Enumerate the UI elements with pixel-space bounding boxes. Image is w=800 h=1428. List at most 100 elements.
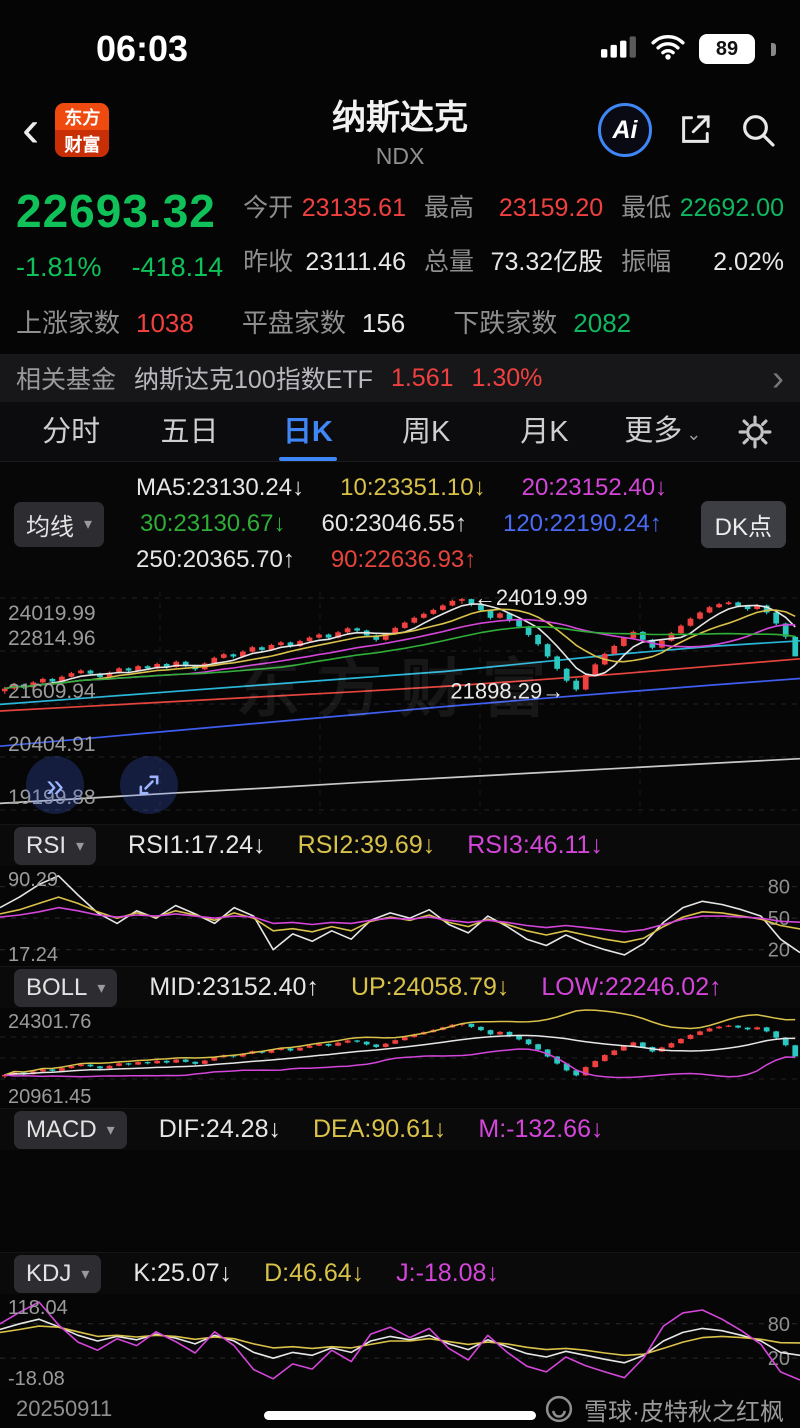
chart-footer: 20250911 雪球·皮特秋之红枫 xyxy=(0,1390,800,1426)
fund-bar-label: 相关基金 xyxy=(16,366,117,394)
rsi-panel-header: RSI ▾ RSI1:17.24↓ RSI2:39.69↓ RSI3:46.11↓ xyxy=(0,824,800,866)
caret-down-icon: ▾ xyxy=(84,516,93,533)
chart-settings-button[interactable] xyxy=(722,402,788,461)
ai-assistant-button[interactable]: Ai xyxy=(598,103,652,157)
cellular-signal-icon xyxy=(601,34,637,65)
svg-text:22814.96: 22814.96 xyxy=(8,627,96,650)
change-absolute: -418.14 xyxy=(131,252,224,282)
kdj-panel-header: KDJ ▾ K:25.07↓ D:46.64↓ J:-18.08↓ xyxy=(0,1252,800,1294)
svg-text:-18.08: -18.08 xyxy=(8,1368,65,1390)
header-actions: Ai xyxy=(598,103,778,157)
zoom-expand-button[interactable] xyxy=(120,756,178,814)
stat-prev-close: 昨收 23111.46 xyxy=(243,248,406,276)
tab-weekly-k[interactable]: 周K xyxy=(367,402,485,461)
page-title-block: 纳斯达克 NDX xyxy=(332,90,468,170)
tab-5day[interactable]: 五日 xyxy=(130,402,248,461)
boll-mid-value: MID:23152.40↑ xyxy=(149,973,319,1001)
stat-amplitude: 振幅 2.02% xyxy=(621,248,784,276)
boll-indicator-dropdown[interactable]: BOLL ▾ xyxy=(14,968,118,1007)
logo-text-top: 东方 xyxy=(55,103,110,130)
search-icon xyxy=(743,115,775,147)
dk-point-button[interactable]: DK点 xyxy=(700,500,786,548)
eastmoney-logo[interactable]: 东方 财富 xyxy=(55,103,110,157)
macd-indicator-dropdown[interactable]: MACD ▾ xyxy=(14,1110,127,1149)
share-button[interactable] xyxy=(674,109,716,151)
ma10-value: 10:23351.10↓ xyxy=(340,474,486,501)
battery-indicator: 89 xyxy=(699,34,755,64)
tab-timeline[interactable]: 分时 xyxy=(12,402,130,461)
stat-high: 最高 23159.20 xyxy=(423,194,604,222)
svg-text:80: 80 xyxy=(768,877,790,899)
status-bar: 06:03 89 xyxy=(0,0,800,84)
chevron-right-icon[interactable]: › xyxy=(772,356,784,398)
related-fund-bar[interactable]: 相关基金 纳斯达克100指数ETF 1.561 1.30% › xyxy=(0,354,800,402)
market-breadth: 上涨家数 1038 平盘家数 156 下跌家数 2082 xyxy=(16,303,784,340)
svg-text:118.04: 118.04 xyxy=(8,1297,68,1319)
logo-text-bottom: 财富 xyxy=(55,130,110,157)
home-indicator[interactable] xyxy=(264,1411,536,1420)
last-price: 22693.32 xyxy=(16,185,216,237)
kdj-chart[interactable]: 80 20 118.04 -18.08 xyxy=(0,1294,800,1390)
svg-text:24301.76: 24301.76 xyxy=(8,1011,91,1033)
battery-nub xyxy=(771,42,776,56)
svg-text:80: 80 xyxy=(768,1314,790,1336)
change-percent: -1.81% xyxy=(16,252,102,282)
price-change: -1.81% -418.14 xyxy=(16,252,223,283)
macd-canvas[interactable] xyxy=(0,1150,800,1252)
rsi-chart[interactable]: 80 50 20 90.29 17.24 xyxy=(0,866,800,966)
svg-text:20: 20 xyxy=(768,940,790,962)
search-button[interactable] xyxy=(738,110,778,150)
svg-text:20404.91: 20404.91 xyxy=(8,733,96,756)
axis-start-date: 20250911 xyxy=(16,1396,113,1421)
rsi-canvas[interactable]: 80 50 20 90.29 17.24 xyxy=(0,866,800,966)
ticker-symbol: NDX xyxy=(375,143,425,169)
ma250-value: 250:20365.70↑ xyxy=(136,546,295,573)
diagonal-arrows-icon xyxy=(139,775,159,795)
stat-low: 最低 22692.00 xyxy=(621,194,784,222)
svg-text:17.24: 17.24 xyxy=(8,944,58,966)
macd-chart[interactable] xyxy=(0,1150,800,1252)
ma-row-3: 250:20365.70↑ 90:22636.93↑ xyxy=(14,542,786,578)
boll-canvas[interactable]: 24301.76 20961.45 xyxy=(0,1008,800,1108)
tab-monthly-k[interactable]: 月K xyxy=(485,402,603,461)
back-button[interactable]: ‹ xyxy=(22,100,40,159)
ma20-value: 20:23152.40↓ xyxy=(521,474,668,501)
price-block: 22693.32 -1.81% -418.14 xyxy=(16,184,223,283)
decliners: 下跌家数 2082 xyxy=(453,308,632,338)
ma30-value: 30:23130.67↓ xyxy=(140,510,286,537)
svg-text:20961.45: 20961.45 xyxy=(8,1086,91,1108)
rsi2-value: RSI2:39.69↓ xyxy=(297,831,436,859)
boll-up-value: UP:24058.79↓ xyxy=(350,973,510,1001)
status-icons: 89 xyxy=(601,34,776,65)
tab-more[interactable]: 更多 ⌄ xyxy=(604,402,722,461)
svg-text:←24019.99: ←24019.99 xyxy=(474,585,588,610)
gear-icon xyxy=(738,415,772,448)
xueqiu-logo-icon xyxy=(545,1395,573,1423)
svg-text:21609.94: 21609.94 xyxy=(8,680,96,703)
battery-percent: 89 xyxy=(715,37,739,60)
ma-indicator-dropdown[interactable]: 均线 ▾ xyxy=(14,501,105,547)
stat-volume: 总量 73.32亿股 xyxy=(423,248,604,276)
advancers: 上涨家数 1038 xyxy=(16,308,194,338)
caret-down-icon: ▾ xyxy=(106,1121,115,1139)
ma5-value: MA5:23130.24↓ xyxy=(136,474,305,501)
main-kline-chart[interactable]: 东方财富 24019.99 22814.96 21609.94 20404.91 191… xyxy=(0,582,800,824)
kdj-indicator-dropdown[interactable]: KDJ ▾ xyxy=(14,1254,102,1293)
quote-stats: 今开 23135.61 最高 23159.20 最低 22692.00 昨收 23111… xyxy=(243,184,784,278)
fund-name: 纳斯达克100指数ETF xyxy=(134,366,373,394)
svg-text:19199.88: 19199.88 xyxy=(8,786,96,809)
tab-daily-k[interactable]: 日K xyxy=(249,402,367,461)
svg-text:24019.99: 24019.99 xyxy=(8,602,96,625)
ma90-value: 90:22636.93↑ xyxy=(330,546,477,573)
boll-panel-header: BOLL ▾ MID:23152.40↑ UP:24058.79↓ LOW:222… xyxy=(0,966,800,1008)
ma-row-1: MA5:23130.24↓ 10:23351.10↓ 20:23152.40↓ xyxy=(14,470,786,506)
kdj-k-value: K:25.07↓ xyxy=(133,1259,233,1287)
fast-forward-button[interactable]: » xyxy=(26,756,84,814)
rsi-indicator-dropdown[interactable]: RSI ▾ xyxy=(14,826,97,865)
macd-panel-header: MACD ▾ DIF:24.28↓ DEA:90.61↓ M:-132.66↓ xyxy=(0,1108,800,1150)
boll-low-value: LOW:22246.02↑ xyxy=(541,973,722,1001)
status-time: 06:03 xyxy=(96,28,189,69)
boll-chart[interactable]: 24301.76 20961.45 xyxy=(0,1008,800,1108)
